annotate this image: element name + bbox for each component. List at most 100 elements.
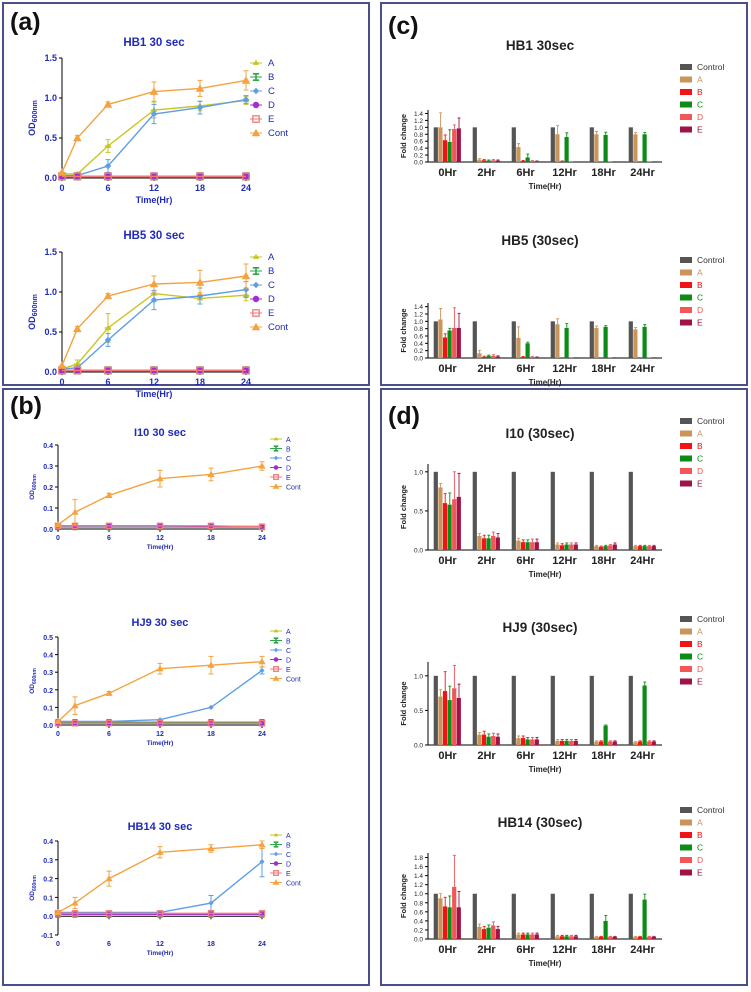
legend-label: B	[697, 830, 703, 840]
legend-item-cont: Cont	[270, 675, 301, 684]
legend-label: Cont	[268, 322, 288, 333]
y-tick-label: 0.0	[414, 356, 423, 363]
series-line	[57, 660, 263, 722]
legend-item-b: B	[680, 280, 703, 290]
x-tick-label: 24	[258, 731, 266, 738]
error-bar	[638, 740, 642, 742]
error-bar	[634, 327, 638, 330]
data-point	[156, 848, 164, 855]
bar	[516, 738, 521, 745]
y-tick-label: 0.2	[414, 927, 423, 934]
data-point	[73, 324, 82, 333]
data-point	[150, 296, 158, 304]
bar	[433, 471, 438, 550]
legend-item-a: A	[680, 268, 703, 278]
data-point	[57, 361, 67, 369]
data-point	[105, 910, 113, 917]
x-tick-label: 6	[107, 941, 111, 948]
error-bar	[556, 318, 560, 325]
x-tick-label: 6	[105, 377, 110, 387]
panel-b-label: (b)	[10, 392, 42, 420]
bar	[452, 327, 457, 358]
bar	[647, 357, 652, 358]
x-tick-label: 18	[195, 377, 205, 387]
error-bar	[457, 472, 461, 497]
legend-swatch	[680, 126, 692, 133]
legend-label: D	[286, 862, 291, 869]
data-point	[259, 859, 265, 865]
bar	[569, 161, 574, 162]
error-bar	[556, 125, 560, 135]
bar	[642, 546, 647, 550]
data-point	[156, 475, 164, 482]
bar	[633, 742, 638, 745]
bar	[642, 326, 647, 358]
legend-item-d: D	[680, 466, 703, 476]
error-bar	[491, 921, 495, 926]
error-bar	[439, 308, 443, 320]
error-bar	[526, 153, 530, 158]
legend-swatch	[680, 653, 692, 660]
legend-label: B	[697, 87, 703, 97]
legend-item-a: A	[270, 436, 291, 444]
y-tick-label: 0.0	[43, 914, 53, 921]
legend-label: A	[268, 252, 275, 263]
error-bar	[595, 131, 599, 135]
error-bar	[439, 112, 443, 128]
bar	[442, 140, 448, 162]
data-point	[258, 462, 266, 469]
legend-label: Control	[697, 416, 725, 426]
legend-label: B	[697, 280, 703, 290]
bar	[491, 736, 496, 745]
legend-item-a: A	[250, 252, 275, 263]
legend-item-e: E	[680, 677, 703, 687]
error-bar	[526, 539, 530, 543]
legend-marker	[273, 657, 279, 662]
legend-swatch	[680, 114, 692, 120]
bar	[491, 925, 496, 939]
legend-item-d: D	[250, 100, 275, 111]
error-bar	[565, 934, 569, 937]
category-label: 18Hr	[591, 750, 616, 762]
bar	[433, 675, 438, 745]
panel-d-label: (d)	[388, 402, 420, 430]
bar	[569, 357, 574, 358]
category-label: 0Hr	[438, 363, 457, 375]
error-bar	[526, 736, 530, 740]
bar	[573, 936, 578, 939]
legend-label: E	[697, 677, 703, 687]
legend-item-e: E	[680, 125, 703, 135]
error-bar	[652, 544, 656, 547]
bar	[651, 546, 656, 550]
bar	[555, 544, 560, 550]
error-bar	[448, 492, 452, 505]
bar	[598, 741, 604, 745]
legend-label: C	[697, 293, 703, 303]
panel-c-label: (c)	[388, 12, 419, 40]
bar	[534, 934, 539, 939]
legend-swatch	[680, 64, 692, 70]
category-label: 18Hr	[591, 167, 616, 179]
x-tick-label: 6	[105, 183, 110, 193]
bar	[637, 741, 643, 745]
y-tick-label: 1.0	[44, 93, 57, 103]
error-bar	[643, 132, 647, 135]
legend-label: D	[697, 112, 703, 122]
bar	[651, 936, 656, 939]
bar	[594, 327, 599, 358]
bar	[550, 675, 555, 745]
legend-swatch	[680, 869, 692, 876]
bar	[456, 327, 461, 358]
bar	[603, 725, 608, 745]
chart-title: HB1 30sec	[506, 38, 575, 53]
y-tick-label: 1.4	[414, 111, 423, 118]
data-point	[207, 910, 215, 917]
error-bar	[599, 740, 603, 742]
legend-marker	[252, 87, 260, 95]
data-point	[156, 665, 164, 672]
legend-item-b: B	[270, 637, 291, 646]
bar	[534, 161, 539, 162]
error-bar	[457, 312, 461, 328]
data-point	[258, 841, 266, 848]
